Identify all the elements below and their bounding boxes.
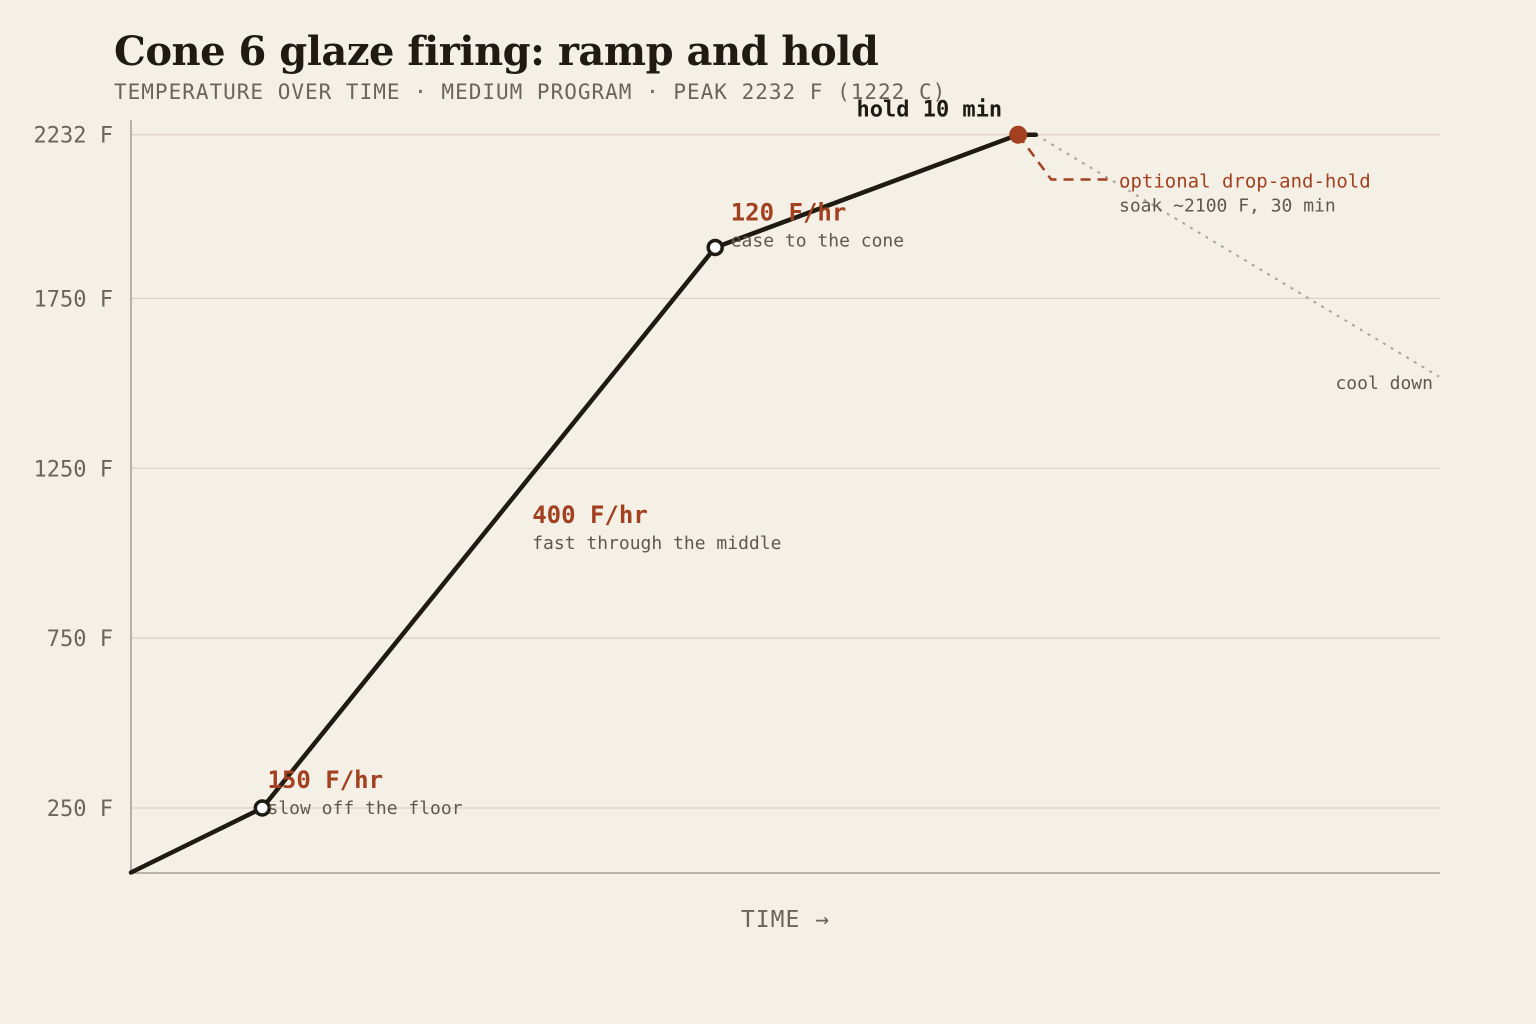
y-tick-label: 2232 F (34, 124, 113, 149)
y-tick-label: 1250 F (34, 457, 113, 482)
gridlines (131, 134, 1440, 809)
y-tick-label: 750 F (47, 627, 113, 652)
y-tick-label: 1750 F (34, 287, 113, 312)
segment-note-label: ease to the cone (731, 231, 904, 252)
optional-drop-hold-line (1017, 133, 1109, 181)
cool-down-label: cool down (1335, 373, 1433, 394)
chart-title: Cone 6 glaze firing: ramp and hold (114, 28, 879, 75)
series-group (128, 125, 1038, 875)
segment-note-label: fast through the middle (532, 533, 781, 554)
x-axis-label: TIME → (741, 907, 830, 933)
y-axis-ticks: 2232 F 1750 F 1250 F 750 F 250 F (34, 124, 113, 822)
segment-rate-label: 120 F/hr (731, 199, 847, 227)
annotation-lines (1017, 133, 1440, 378)
annotation-labels: 150 F/hr slow off the floor 400 F/hr fast t… (267, 98, 1433, 819)
segment-rate-label: 150 F/hr (267, 766, 383, 794)
hold-label: hold 10 min (856, 98, 1002, 123)
y-tick-label: 250 F (47, 797, 113, 822)
segment-rate-label: 400 F/hr (532, 501, 648, 529)
optional-soak-note: soak ~2100 F, 30 min (1119, 196, 1336, 217)
optional-drop-hold-label: optional drop-and-hold (1119, 171, 1371, 193)
axes: TIME → (130, 120, 1440, 933)
chart-subtitle: TEMPERATURE OVER TIME · MEDIUM PROGRAM ·… (114, 80, 947, 104)
breakpoint-marker (706, 238, 724, 257)
peak-marker (1009, 125, 1028, 144)
segment-note-label: slow off the floor (267, 798, 462, 819)
breakpoint-marker (253, 799, 272, 817)
cool-down-line (1035, 133, 1440, 378)
